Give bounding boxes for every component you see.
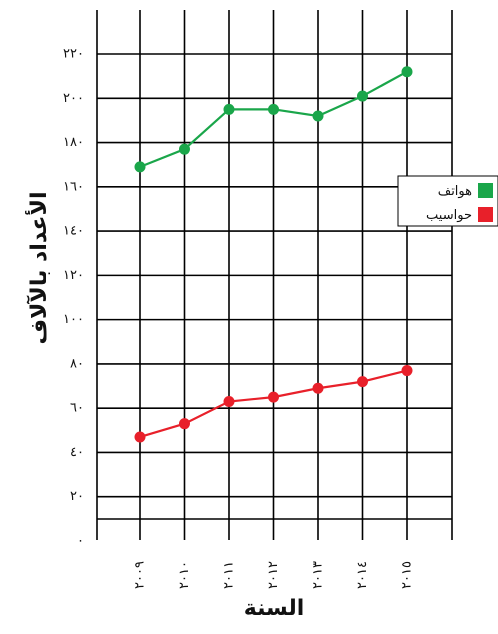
x-tick-label: ٢٠١٢ xyxy=(266,561,281,589)
data-point xyxy=(357,90,368,102)
y-tick-label: ٢٠٠ xyxy=(63,91,84,106)
legend-swatch-phones xyxy=(478,183,493,198)
data-point xyxy=(268,391,279,403)
y-tick-label: ١٨٠ xyxy=(63,135,84,150)
y-axis-ticks: ٠ ٢٠ ٤٠ ٦٠ ٨٠ ١٠٠ ١٢٠ ١٤٠ ١٦٠ ١٨٠ ٢٠٠ ٢٢٠ xyxy=(63,47,84,549)
y-tick-label: ٤٠ xyxy=(70,445,84,460)
x-tick-label: ٢٠١٣ xyxy=(311,561,326,589)
data-point xyxy=(134,431,146,443)
data-point xyxy=(312,110,324,122)
series-layer xyxy=(134,66,413,443)
x-tick-label: ٢٠١٠ xyxy=(177,561,192,589)
x-tick-label: ٢٠١٤ xyxy=(355,561,370,589)
data-point xyxy=(179,418,190,430)
data-point xyxy=(357,376,368,388)
data-point xyxy=(134,161,146,173)
x-axis-ticks: ٢٠٠٩ ٢٠١٠ ٢٠١١ ٢٠١٢ ٢٠١٣ ٢٠١٤ ٢٠١٥ xyxy=(133,561,415,589)
data-point xyxy=(223,103,235,115)
x-axis-title: السنة xyxy=(244,596,305,621)
data-point xyxy=(179,143,190,155)
data-point xyxy=(223,396,235,408)
grid xyxy=(96,10,453,540)
x-tick-label: ٢٠١١ xyxy=(222,561,237,589)
legend-swatch-computers xyxy=(478,207,493,222)
y-tick-label: ١٢٠ xyxy=(63,268,84,283)
legend: هواتف حواسيب xyxy=(397,175,498,227)
data-point xyxy=(312,382,324,394)
x-tick-label: ٢٠١٥ xyxy=(400,561,415,589)
data-point xyxy=(401,365,413,377)
y-tick-label: ١٦٠ xyxy=(63,179,84,194)
y-tick-label: ٨٠ xyxy=(70,356,84,371)
y-tick-label: ١٠٠ xyxy=(63,312,84,327)
data-point xyxy=(401,66,413,78)
y-tick-label: ٢٢٠ xyxy=(63,47,84,62)
y-axis-title: الأعداد بالآلاف xyxy=(24,192,52,345)
data-point xyxy=(268,103,279,115)
y-tick-label: ٦٠ xyxy=(70,401,84,416)
legend-label-computers: حواسيب xyxy=(426,208,472,223)
x-tick-label: ٢٠٠٩ xyxy=(133,561,148,589)
y-tick-label: ٢٠ xyxy=(70,489,84,504)
legend-label-phones: هواتف xyxy=(438,184,472,199)
y-tick-label: ٠ xyxy=(77,534,84,549)
y-tick-label: ١٤٠ xyxy=(63,224,84,239)
